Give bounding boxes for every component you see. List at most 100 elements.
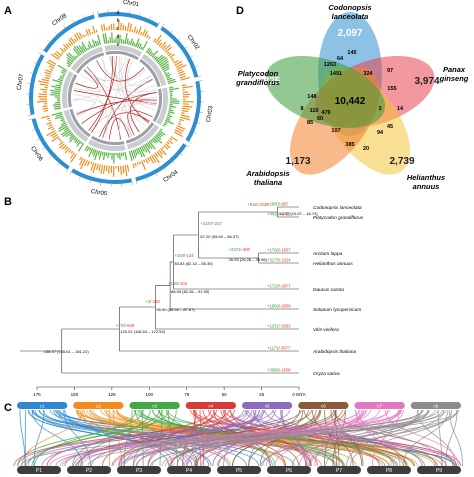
track-bar [170,136,178,142]
tick [199,112,203,114]
tick [29,72,33,74]
track-bar [54,115,64,120]
tick [28,119,32,121]
track-bar [58,141,64,146]
tick [190,55,194,58]
track-bar [70,153,77,163]
venn-region-count: 1263 [324,62,336,68]
track-bar [146,34,149,39]
tick [42,147,46,150]
track-bar [140,145,145,152]
tip-change: +1729/-2977 [267,284,291,289]
track-bar [165,119,174,125]
node-age: 14.47 (10.67 – 16.74) [279,211,318,216]
ribbon [358,409,401,467]
track-bar [73,45,82,56]
link [108,117,130,140]
link [74,75,151,92]
track-bar [147,141,153,150]
venn-unique-count: 2,739 [389,156,414,167]
track-bar [159,128,163,131]
link [102,78,153,139]
axis-tick-label: 150 [71,392,79,397]
ribbon [417,409,456,467]
link [118,56,146,127]
track-bar [168,111,175,114]
track-bar [51,128,55,131]
track-bar [63,127,69,131]
link [100,58,156,111]
ribbon [75,409,423,467]
track-bar [168,109,174,112]
tick [69,171,72,175]
track-bar [169,53,175,59]
venn-region-count: 107 [331,128,340,134]
link [109,56,157,103]
node-change: +2/-150 [145,299,160,304]
tip-change: +1173/-3677 [267,346,291,351]
track-bar [141,40,148,51]
track-bar [44,71,52,76]
ribbon [349,409,453,467]
track-bar [163,71,167,74]
track-bar [180,76,190,81]
gain: +3173 [267,258,279,263]
track-bar [51,92,61,94]
track-bar [72,48,80,57]
chromosome-band [71,168,133,184]
track-bar [147,48,152,55]
ribbon [325,409,445,467]
track-bar [46,117,51,120]
track-bar [124,26,127,31]
track-bar [174,129,183,134]
density-track [141,53,167,87]
track-bar [120,38,123,44]
venn-region-count: 155 [387,86,396,92]
track-bar [60,71,66,75]
venn-region-count: 60 [317,116,323,122]
ribbon [120,409,447,467]
track-bar [96,40,100,46]
ribbon [41,409,245,467]
track-bar [45,69,53,74]
track-bar [59,77,64,80]
tick [36,138,40,141]
track-bar [94,40,98,47]
track-bar [163,44,171,52]
track-bar [48,119,51,122]
track-bar [73,38,78,43]
gain: +4419 [267,212,279,217]
track-bar [154,152,159,158]
top-chromosome [242,402,293,409]
tick [158,21,161,25]
track-bar [145,47,151,54]
track-bar [139,146,146,157]
track-bar [74,138,79,143]
loss: /-849 [125,323,135,328]
track-bar [155,134,162,140]
track-bar [178,120,182,123]
track-bar [46,130,56,137]
node-change: +2471/-400 [229,247,251,252]
track-bar [148,140,156,150]
track-bar [132,149,137,159]
link [86,56,117,81]
track-bar [156,151,163,159]
density-track [125,122,155,144]
ribbon [333,409,454,467]
venn-region-count: 20 [363,146,369,152]
track-bar [137,147,143,158]
track-bar [59,75,65,78]
track-bar [48,65,55,69]
tick [149,16,151,20]
tick [65,169,68,173]
ribbon [346,409,419,467]
track-bar [181,84,187,87]
track-bar [45,74,51,78]
bottom-chromosome-label: P9 [436,468,442,474]
tick [146,178,148,181]
track-bar [76,139,80,144]
top-chromosome-label: c7 [377,404,382,409]
venn-region-count: 97 [387,68,393,74]
track-bar [59,47,65,53]
